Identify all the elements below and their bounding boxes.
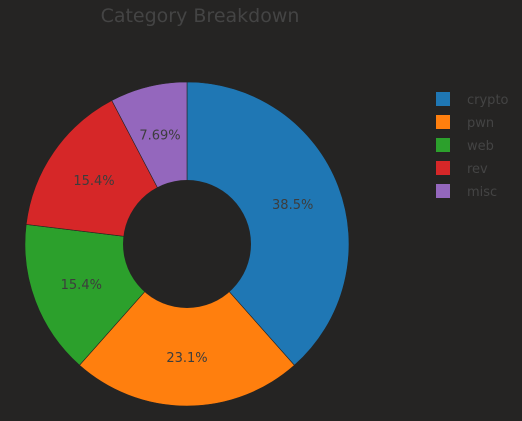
legend-label-web: web bbox=[467, 139, 494, 154]
legend-item-rev[interactable]: rev bbox=[436, 161, 488, 177]
slice-label-rev: 15.4% bbox=[73, 174, 114, 189]
slice-label-web: 15.4% bbox=[61, 278, 102, 293]
slice-label-pwn: 23.1% bbox=[166, 351, 207, 366]
legend-label-rev: rev bbox=[467, 162, 488, 177]
legend-label-crypto: crypto bbox=[467, 93, 509, 108]
legend-item-web[interactable]: web bbox=[436, 138, 494, 154]
legend-label-misc: misc bbox=[467, 185, 497, 200]
legend-item-pwn[interactable]: pwn bbox=[436, 115, 494, 131]
chart-title: Category Breakdown bbox=[101, 5, 300, 27]
slice-crypto bbox=[186, 81, 350, 366]
legend-swatch-misc bbox=[436, 184, 450, 198]
legend: crypto pwn web rev misc bbox=[436, 92, 509, 200]
legend-swatch-crypto bbox=[436, 92, 450, 106]
slice-label-crypto: 38.5% bbox=[272, 198, 313, 213]
donut-hole bbox=[123, 180, 251, 308]
legend-item-crypto[interactable]: crypto bbox=[436, 92, 509, 108]
slice-pwn bbox=[79, 243, 295, 407]
slice-labels-group: 38.5% 23.1% 15.4% 15.4% 7.69% bbox=[61, 128, 314, 366]
slice-label-misc: 7.69% bbox=[139, 128, 180, 143]
legend-swatch-web bbox=[436, 138, 450, 152]
legend-swatch-rev bbox=[436, 161, 450, 175]
legend-swatch-pwn bbox=[436, 115, 450, 129]
legend-label-pwn: pwn bbox=[467, 116, 494, 131]
legend-item-misc[interactable]: misc bbox=[436, 184, 497, 200]
